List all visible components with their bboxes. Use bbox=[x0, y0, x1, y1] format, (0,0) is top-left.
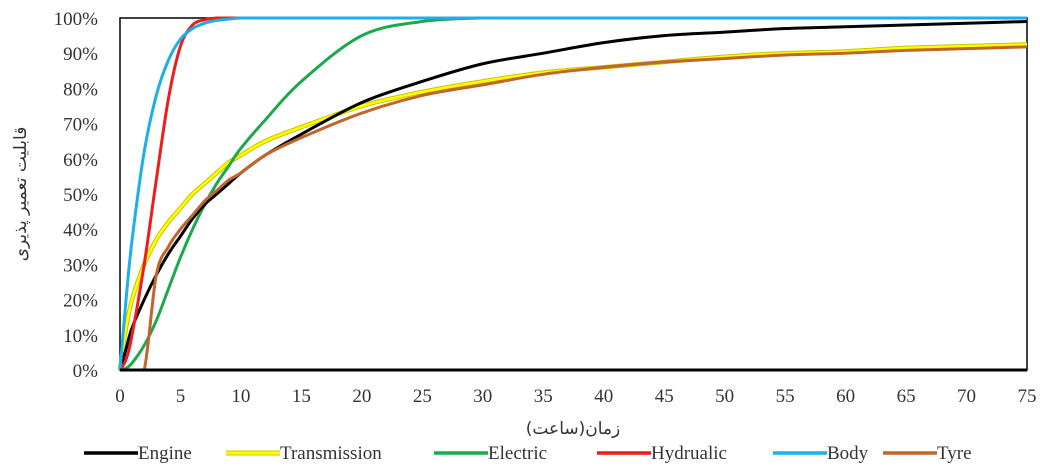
y-tick-label: 0% bbox=[73, 361, 99, 382]
plot-area bbox=[119, 17, 1028, 371]
x-tick-label: 75 bbox=[1018, 386, 1037, 407]
y-axis-ticks: 0% 10% 20% 30% 40% 50% 60% 70% 80% 90% 100% bbox=[54, 9, 99, 382]
y-tick-label: 40% bbox=[63, 220, 98, 241]
x-tick-label: 40 bbox=[594, 386, 613, 407]
y-tick-label: 50% bbox=[63, 185, 98, 206]
y-tick-label: 10% bbox=[63, 326, 98, 347]
legend-label-electric: Electric bbox=[488, 443, 547, 464]
x-tick-label: 5 bbox=[176, 386, 186, 407]
x-tick-label: 10 bbox=[231, 386, 250, 407]
x-tick-label: 70 bbox=[957, 386, 976, 407]
y-tick-label: 20% bbox=[63, 291, 98, 312]
x-tick-label: 60 bbox=[836, 386, 855, 407]
series-line-body bbox=[118, 16, 1027, 371]
legend-label-engine: Engine bbox=[138, 443, 192, 464]
y-tick-label: 60% bbox=[63, 150, 98, 171]
y-tick-label: 90% bbox=[63, 44, 98, 65]
legend-label-transmission: Transmission bbox=[280, 443, 382, 464]
y-tick-label: 100% bbox=[54, 9, 99, 30]
legend-label-tyre: Tyre bbox=[937, 443, 972, 464]
y-tick-label: 70% bbox=[63, 115, 98, 136]
x-tick-label: 30 bbox=[473, 386, 492, 407]
x-axis-ticks: 0 5 10 15 20 25 30 35 40 45 50 55 60 65 70 75 bbox=[115, 386, 1036, 407]
legend-label-hydrualic: Hydrualic bbox=[651, 443, 727, 464]
x-axis-title: زمان(ساعت) bbox=[526, 419, 621, 439]
y-axis-title: قابلیت تعمیر پذیری bbox=[11, 127, 31, 262]
y-tick-label: 80% bbox=[63, 79, 98, 100]
series-line-transmission bbox=[118, 43, 1028, 371]
x-tick-label: 45 bbox=[655, 386, 674, 407]
x-tick-label: 65 bbox=[897, 386, 916, 407]
x-tick-label: 35 bbox=[534, 386, 553, 407]
legend: Engine Transmission Electric Hydrualic Body T… bbox=[84, 443, 972, 464]
series-lines bbox=[117, 16, 1028, 372]
x-tick-label: 15 bbox=[292, 386, 311, 407]
series-line-tyre bbox=[119, 45, 1028, 372]
x-tick-label: 0 bbox=[115, 386, 125, 407]
x-tick-label: 20 bbox=[352, 386, 371, 407]
legend-label-body: Body bbox=[827, 443, 869, 464]
x-tick-label: 50 bbox=[715, 386, 734, 407]
y-tick-label: 30% bbox=[63, 255, 98, 276]
x-tick-label: 55 bbox=[776, 386, 795, 407]
x-tick-label: 25 bbox=[413, 386, 432, 407]
